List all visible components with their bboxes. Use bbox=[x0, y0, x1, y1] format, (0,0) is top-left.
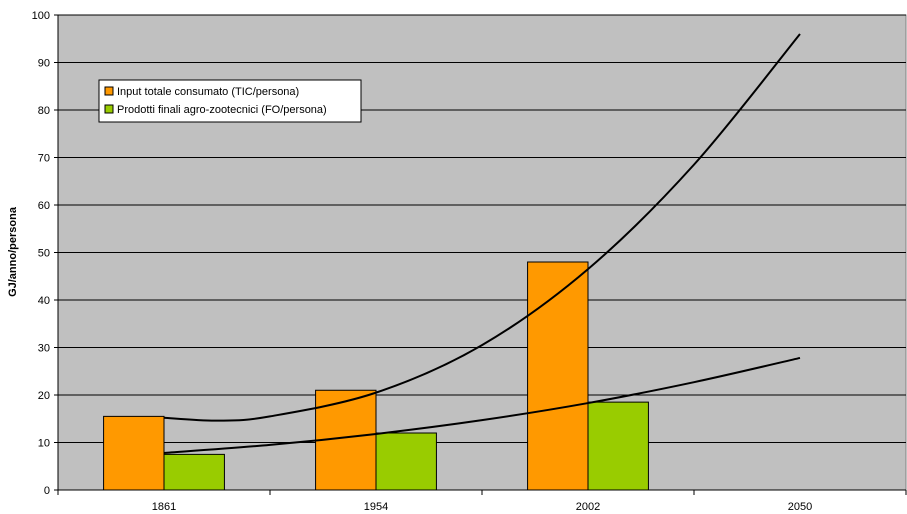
bar-tic-1861 bbox=[103, 415, 165, 491]
trendline-fo bbox=[163, 356, 801, 454]
y-tick-label: 90 bbox=[38, 58, 50, 70]
trendline-tic bbox=[163, 33, 801, 422]
x-tick-label: 1861 bbox=[152, 501, 176, 513]
y-tick-label: 10 bbox=[38, 438, 50, 450]
y-tick-label: 30 bbox=[38, 343, 50, 355]
y-tick-label: 70 bbox=[38, 153, 50, 165]
x-tick-label: 2050 bbox=[788, 501, 812, 513]
y-tick-label: 100 bbox=[32, 10, 50, 22]
y-tick-label: 60 bbox=[38, 200, 50, 212]
bar-fo-1954 bbox=[375, 432, 437, 491]
bar-fo-2002 bbox=[587, 401, 649, 491]
y-tick-label: 50 bbox=[38, 248, 50, 260]
bar-fo-1861 bbox=[163, 453, 225, 491]
x-tick-label: 2002 bbox=[576, 501, 600, 513]
legend-swatch-fo bbox=[104, 104, 114, 114]
y-tick-label: 80 bbox=[38, 105, 50, 117]
y-tick-label: 20 bbox=[38, 390, 50, 402]
legend-box bbox=[98, 79, 362, 123]
legend-label-tic: Input totale consumato (TIC/persona) bbox=[117, 86, 299, 98]
legend-label-fo: Prodotti finali agro-zootecnici (FO/pers… bbox=[117, 104, 327, 116]
legend-swatch-tic bbox=[104, 86, 114, 96]
bar-tic-2002 bbox=[527, 261, 589, 491]
y-tick-label: 0 bbox=[44, 485, 50, 497]
y-tick-label: 40 bbox=[38, 295, 50, 307]
y-axis-title: GJ/anno/persona bbox=[7, 206, 19, 297]
legend: Input totale consumato (TIC/persona) Prod… bbox=[98, 79, 362, 123]
x-tick-label: 1954 bbox=[364, 501, 388, 513]
